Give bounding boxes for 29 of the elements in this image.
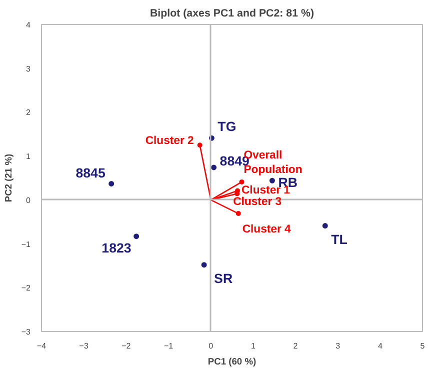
y-tick-label: −2	[21, 284, 32, 293]
series-label: 1823	[102, 240, 132, 256]
y-tick-label: −1	[21, 240, 32, 249]
y-axis-title: PC2 (21 %)	[3, 154, 14, 202]
x-tick-label: 4	[378, 342, 383, 350]
x-tick-label: −3	[79, 342, 89, 350]
x-axis-title: PC1 (60 %)	[208, 356, 256, 366]
y-tick-label: 2	[26, 108, 32, 118]
y-tick-label: 0	[26, 196, 32, 205]
x-tick-label: −2	[122, 342, 132, 350]
x-tick-label: 3	[336, 342, 341, 350]
x-tick-label: −4	[36, 342, 47, 350]
y-tick-label: 1	[26, 152, 32, 162]
series-label: Cluster 4	[242, 224, 292, 236]
x-tick-label: 2	[293, 342, 298, 350]
x-tick-label: −1	[164, 342, 174, 350]
series-label: Cluster 3	[233, 196, 282, 208]
chart-title: Biplot (axes PC1 and PC2: 81 %)	[150, 8, 314, 20]
x-tick-label: 5	[420, 342, 426, 350]
y-tick-label: 4	[26, 20, 32, 30]
x-tick-label: 0	[208, 342, 214, 350]
series-label: 8845	[76, 166, 106, 181]
series-label: SR	[214, 270, 233, 286]
series-label: TG	[218, 119, 236, 134]
y-tick-label: −3	[21, 328, 32, 336]
series-label: Cluster 2	[145, 135, 194, 148]
y-tick-label: 3	[26, 64, 32, 74]
series-label: TL	[331, 232, 348, 247]
x-tick-label: 1	[250, 342, 256, 350]
